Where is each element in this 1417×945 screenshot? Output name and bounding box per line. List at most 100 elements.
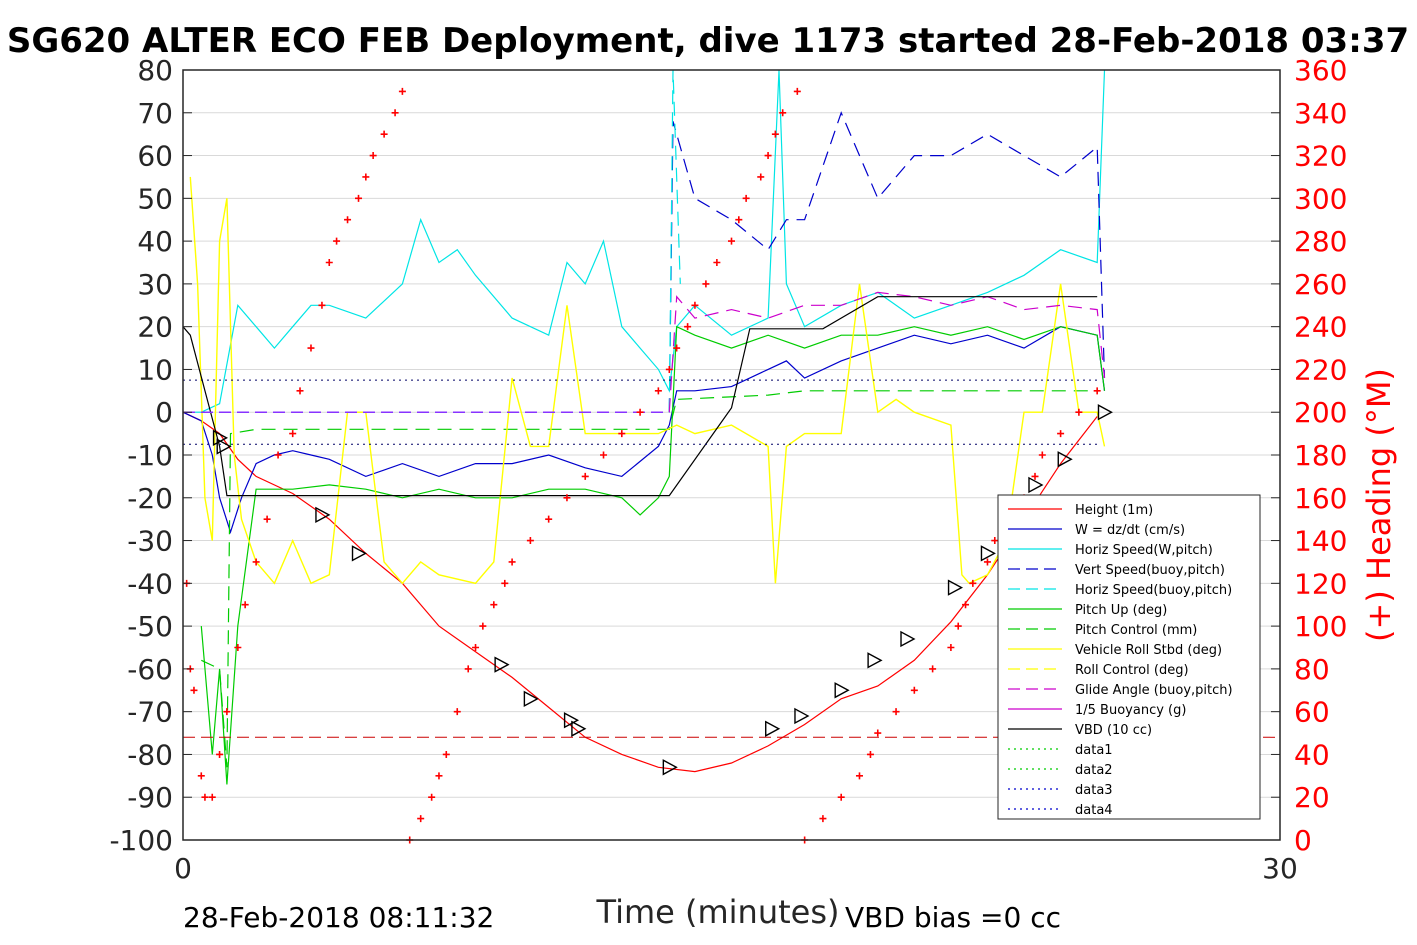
left-tick-label: 80	[137, 54, 173, 87]
series-line-pitch	[200, 325, 1106, 785]
right-tick-label: 160	[1294, 482, 1347, 515]
legend-label: VBD (10 cc)	[1075, 723, 1152, 738]
heading-point	[344, 216, 352, 224]
left-tick-label: -30	[127, 525, 173, 558]
legend: Height (1m) W = dz/dt (cm/s) Horiz Speed(W…	[997, 494, 1261, 820]
legend-label: data2	[1075, 763, 1113, 778]
heading-markers	[183, 87, 1101, 844]
legend-label: Vehicle Roll Stbd (deg)	[1075, 643, 1222, 658]
heading-point	[479, 622, 487, 630]
heading-point	[962, 601, 970, 609]
heading-point	[735, 216, 743, 224]
legend-label: W = dz/dt (cm/s)	[1075, 523, 1185, 538]
legend-label: Height (1m)	[1075, 503, 1153, 518]
heading-point	[691, 301, 699, 309]
right-tick-label: 240	[1294, 311, 1347, 344]
heading-point	[866, 750, 874, 758]
heading-point	[252, 558, 260, 566]
left-tick-label: -10	[127, 439, 173, 472]
footer-timestamp: 28-Feb-2018 08:11:32	[183, 901, 494, 934]
heading-point	[969, 579, 977, 587]
heading-point	[684, 323, 692, 331]
heading-point	[618, 430, 626, 438]
heading-point	[636, 408, 644, 416]
triangle-marker	[494, 656, 510, 673]
x-ticks: 0 30	[174, 852, 1298, 885]
legend-label: Pitch Control (mm)	[1075, 623, 1197, 638]
heading-point	[307, 344, 315, 352]
right-tick-label: 260	[1294, 268, 1347, 301]
chart-title: SG620 ALTER ECO FEB Deployment, dive 117…	[7, 21, 1409, 61]
heading-point	[1093, 387, 1101, 395]
right-tick-label: 180	[1294, 439, 1347, 472]
legend-label: Horiz Speed(W,pitch)	[1075, 543, 1213, 558]
heading-point	[600, 451, 608, 459]
heading-point	[428, 793, 436, 801]
heading-point	[274, 451, 282, 459]
heading-point	[983, 558, 991, 566]
right-tick-label: 40	[1294, 738, 1330, 771]
heading-point	[1075, 408, 1083, 416]
triangle-marker	[571, 720, 587, 737]
heading-point	[910, 686, 918, 694]
right-tick-label: 80	[1294, 653, 1330, 686]
heading-point	[892, 708, 900, 716]
heading-point	[417, 815, 425, 823]
heading-point	[764, 152, 772, 160]
heading-point	[296, 387, 304, 395]
heading-point	[318, 301, 326, 309]
triangle-marker	[947, 579, 964, 596]
heading-point	[490, 601, 498, 609]
heading-point	[673, 344, 681, 352]
heading-point	[190, 686, 198, 694]
legend-label: 1/5 Buoyancy (g)	[1075, 703, 1186, 718]
legend-label: Pitch Up (deg)	[1075, 603, 1167, 618]
triangle-markers	[212, 404, 1113, 776]
triangle-marker	[216, 438, 232, 455]
heading-point	[819, 815, 827, 823]
heading-point	[472, 644, 480, 651]
heading-point	[362, 173, 370, 181]
triangle-marker	[834, 682, 850, 699]
left-tick-label: 60	[137, 140, 173, 173]
right-tick-label: 220	[1294, 353, 1347, 386]
triangle-marker	[900, 630, 916, 648]
triangle-marker	[980, 545, 996, 562]
heading-point	[333, 237, 341, 245]
heading-point	[208, 793, 216, 801]
x-tick-label: 0	[174, 852, 192, 885]
right-y-ticks: 3603403203002802602402202001801601401201…	[1271, 54, 1347, 857]
series-line-horiz	[183, 69, 1106, 413]
heading-point	[771, 130, 779, 138]
right-tick-label: 300	[1294, 182, 1347, 215]
right-tick-label: 120	[1294, 567, 1347, 600]
heading-point	[874, 729, 882, 737]
triangle-marker	[1097, 404, 1113, 421]
triangle-marker	[315, 506, 331, 524]
triangle-marker	[351, 545, 367, 562]
series-line-height	[182, 411, 1098, 773]
left-tick-label: -70	[127, 696, 173, 729]
triangle-marker	[1028, 476, 1044, 494]
right-tick-label: 100	[1294, 610, 1347, 643]
heading-point	[855, 772, 863, 780]
heading-point	[702, 280, 710, 288]
triangle-marker	[523, 690, 539, 708]
left-tick-label: 10	[137, 353, 173, 386]
legend-label: Glide Angle (buoy,pitch)	[1075, 683, 1233, 698]
heading-point	[929, 665, 937, 673]
heading-point	[508, 558, 516, 566]
heading-point	[713, 259, 721, 266]
heading-point	[289, 430, 297, 438]
right-tick-label: 140	[1294, 525, 1347, 558]
heading-point	[991, 537, 999, 545]
heading-point	[563, 494, 571, 502]
legend-label: Vert Speed(buoy,pitch)	[1075, 563, 1225, 578]
left-tick-label: 30	[137, 268, 173, 301]
heading-point	[757, 173, 765, 181]
heading-point	[355, 194, 363, 202]
right-tick-label: 60	[1294, 696, 1330, 729]
legend-label: data3	[1075, 783, 1113, 798]
heading-point	[793, 87, 801, 95]
